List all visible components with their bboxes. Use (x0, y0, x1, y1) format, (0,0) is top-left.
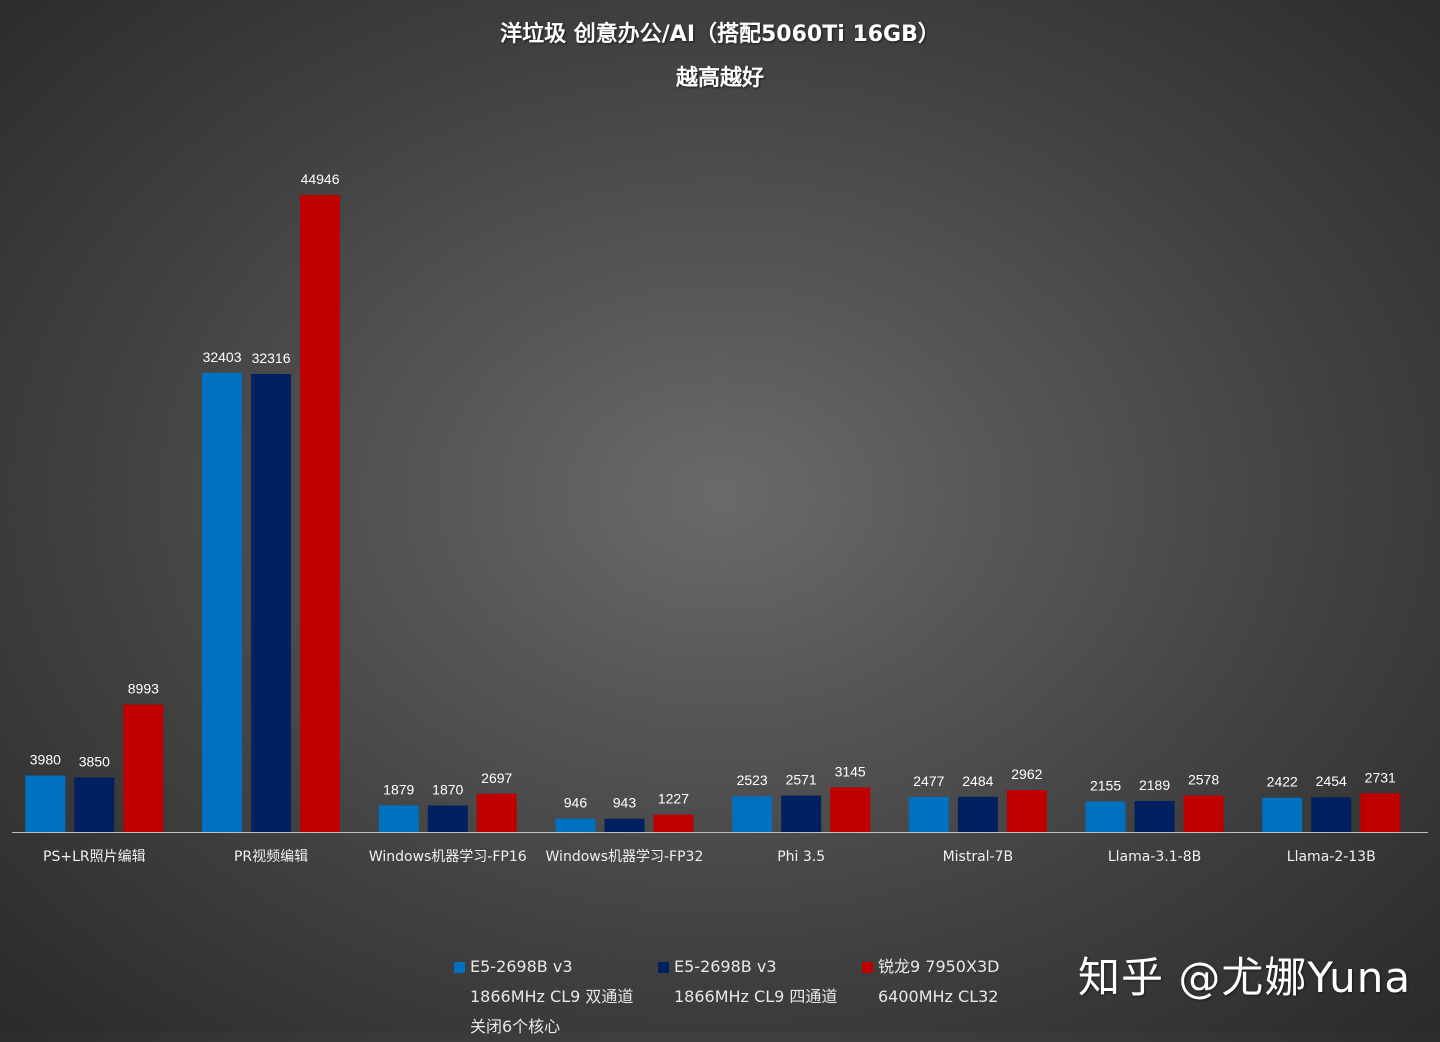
bar (1134, 800, 1175, 832)
category-label: Phi 3.5 (777, 849, 825, 865)
data-label: 2454 (1316, 773, 1347, 789)
category-label: Llama-3.1-8B (1108, 849, 1201, 865)
legend-swatch-1 (658, 962, 669, 973)
data-label: 2523 (737, 772, 768, 788)
legend-swatch-0 (454, 962, 465, 973)
data-label: 3850 (79, 753, 110, 769)
data-label: 3145 (835, 763, 866, 779)
legend-item-2: 锐龙9 7950X3D 6400MHz CL32 (862, 952, 999, 1012)
bar (957, 796, 998, 832)
legend-label: 锐龙9 7950X3D (878, 957, 1000, 976)
bar (476, 793, 517, 832)
category-label: Llama-2-13B (1287, 849, 1376, 865)
bar (202, 372, 243, 832)
category-label: Mistral-7B (943, 849, 1014, 865)
data-label: 3980 (30, 752, 61, 768)
legend-item-1: E5-2698B v3 1866MHz CL9 四通道 (658, 952, 837, 1012)
bar (1311, 797, 1352, 832)
data-label: 32403 (203, 349, 242, 365)
legend-label: E5-2698B v3 (470, 957, 573, 976)
category-label: PS+LR照片编辑 (43, 849, 146, 865)
bar (1183, 795, 1224, 832)
data-label: 2731 (1365, 769, 1396, 785)
bar (251, 373, 292, 832)
legend-item-0: E5-2698B v3 1866MHz CL9 双通道 关闭6个核心 (454, 952, 633, 1042)
bar (653, 814, 694, 832)
legend-label: E5-2698B v3 (674, 957, 777, 976)
bar (732, 796, 773, 832)
data-label: 2962 (1011, 766, 1042, 782)
data-label: 32316 (252, 350, 291, 366)
bar (1360, 793, 1401, 832)
data-label: 1870 (432, 781, 463, 797)
data-label: 44946 (301, 171, 340, 187)
data-label: 2571 (786, 772, 817, 788)
bar (1262, 797, 1303, 832)
chart-title: 洋垃圾 创意办公/AI（搭配5060Ti 16GB） (500, 22, 940, 47)
watermark: 知乎 @尤娜Yuna (1078, 953, 1412, 1002)
data-label: 2422 (1267, 774, 1298, 790)
bar (555, 818, 596, 832)
bar (1085, 801, 1126, 832)
data-label: 8993 (128, 681, 159, 697)
data-label: 1227 (658, 791, 689, 807)
data-label: 946 (564, 795, 588, 811)
bar (378, 805, 419, 832)
bar (74, 777, 115, 832)
data-label: 2697 (481, 770, 512, 786)
legend-label: 6400MHz CL32 (878, 987, 999, 1006)
data-label: 2578 (1188, 771, 1219, 787)
chart-subtitle: 越高越好 (675, 66, 764, 91)
category-label: PR视频编辑 (234, 849, 308, 865)
bar (300, 195, 341, 832)
data-label: 1879 (383, 781, 414, 797)
data-label: 2155 (1090, 777, 1121, 793)
bar (427, 805, 468, 832)
legend-label: 1866MHz CL9 双通道 (470, 987, 634, 1006)
data-label: 943 (613, 795, 637, 811)
bar (830, 787, 871, 832)
bar (1006, 790, 1047, 832)
legend-label: 关闭6个核心 (470, 1017, 561, 1036)
legend-swatch-2 (862, 962, 873, 973)
data-label: 2189 (1139, 777, 1170, 793)
bar (781, 795, 822, 832)
data-label: 2477 (913, 773, 944, 789)
bar (123, 704, 164, 832)
legend-label: 1866MHz CL9 四通道 (674, 987, 838, 1006)
category-label: Windows机器学习-FP32 (546, 849, 704, 865)
bar (604, 818, 645, 832)
bar (25, 775, 66, 832)
data-label: 2484 (962, 773, 993, 789)
bar-chart: 3980 3850 8993 PS+LR照片编辑 32403 32316 44946 PR视频… (12, 171, 1428, 865)
category-label: Windows机器学习-FP16 (369, 849, 527, 865)
bar (908, 796, 949, 832)
